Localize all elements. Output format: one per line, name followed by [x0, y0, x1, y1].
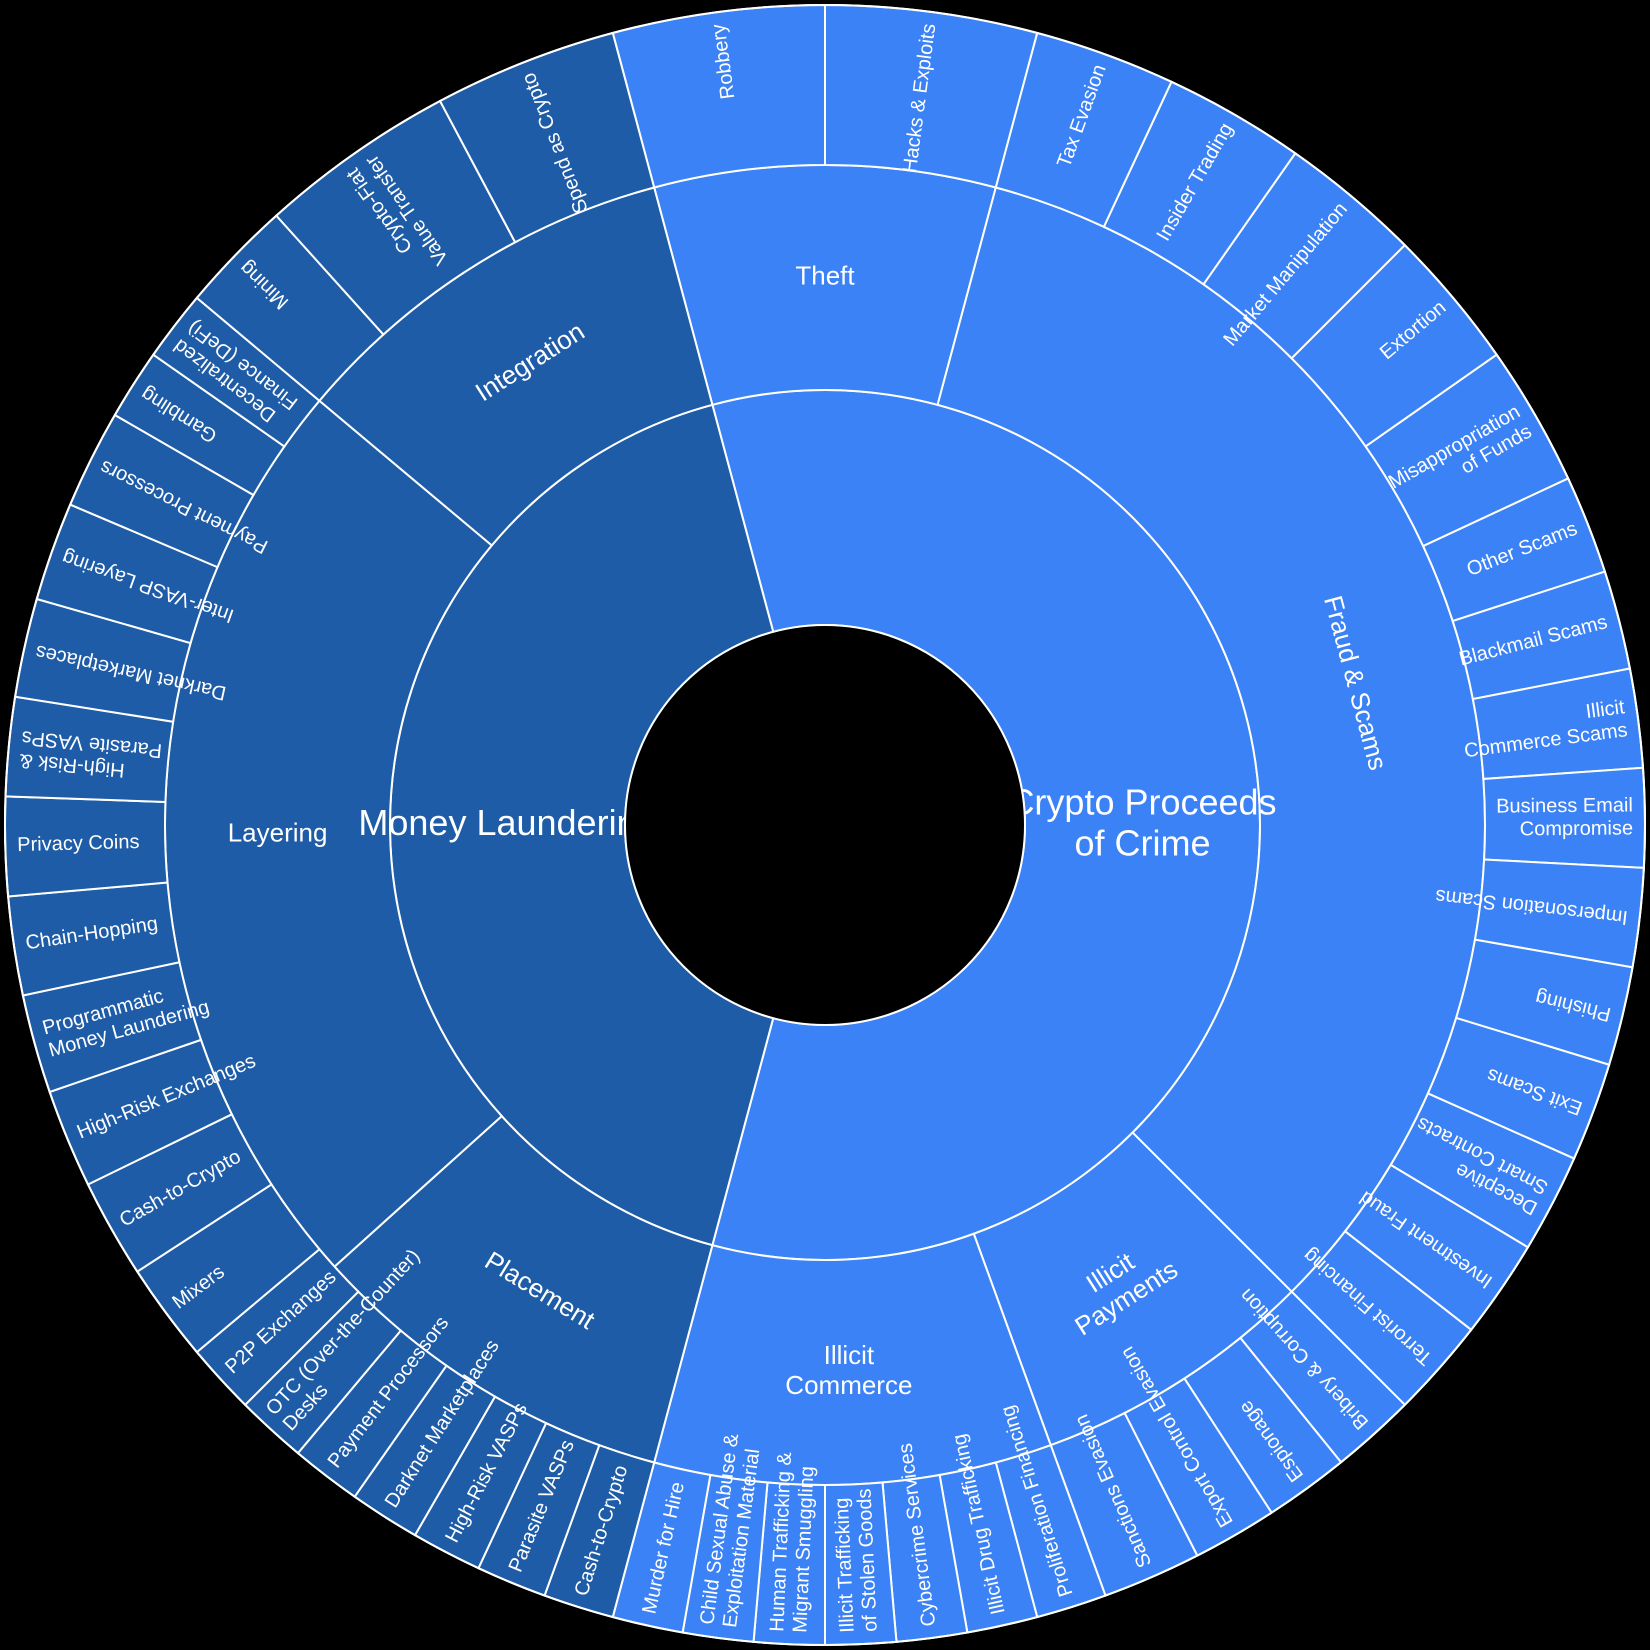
ring3-label: Privacy Coins — [17, 831, 140, 856]
ring2-label: Layering — [228, 817, 328, 847]
ring3-label: Illicit Traffickingof Stolen Goods — [831, 1488, 882, 1633]
ring2-label: Theft — [795, 260, 855, 290]
ring3-label: Human Trafficking &Migrant Smuggling — [767, 1451, 820, 1633]
sunburst-chart: Crypto Proceedsof CrimeMoney LaunderingT… — [0, 0, 1650, 1650]
ring1-label: Money Laundering — [358, 802, 656, 843]
